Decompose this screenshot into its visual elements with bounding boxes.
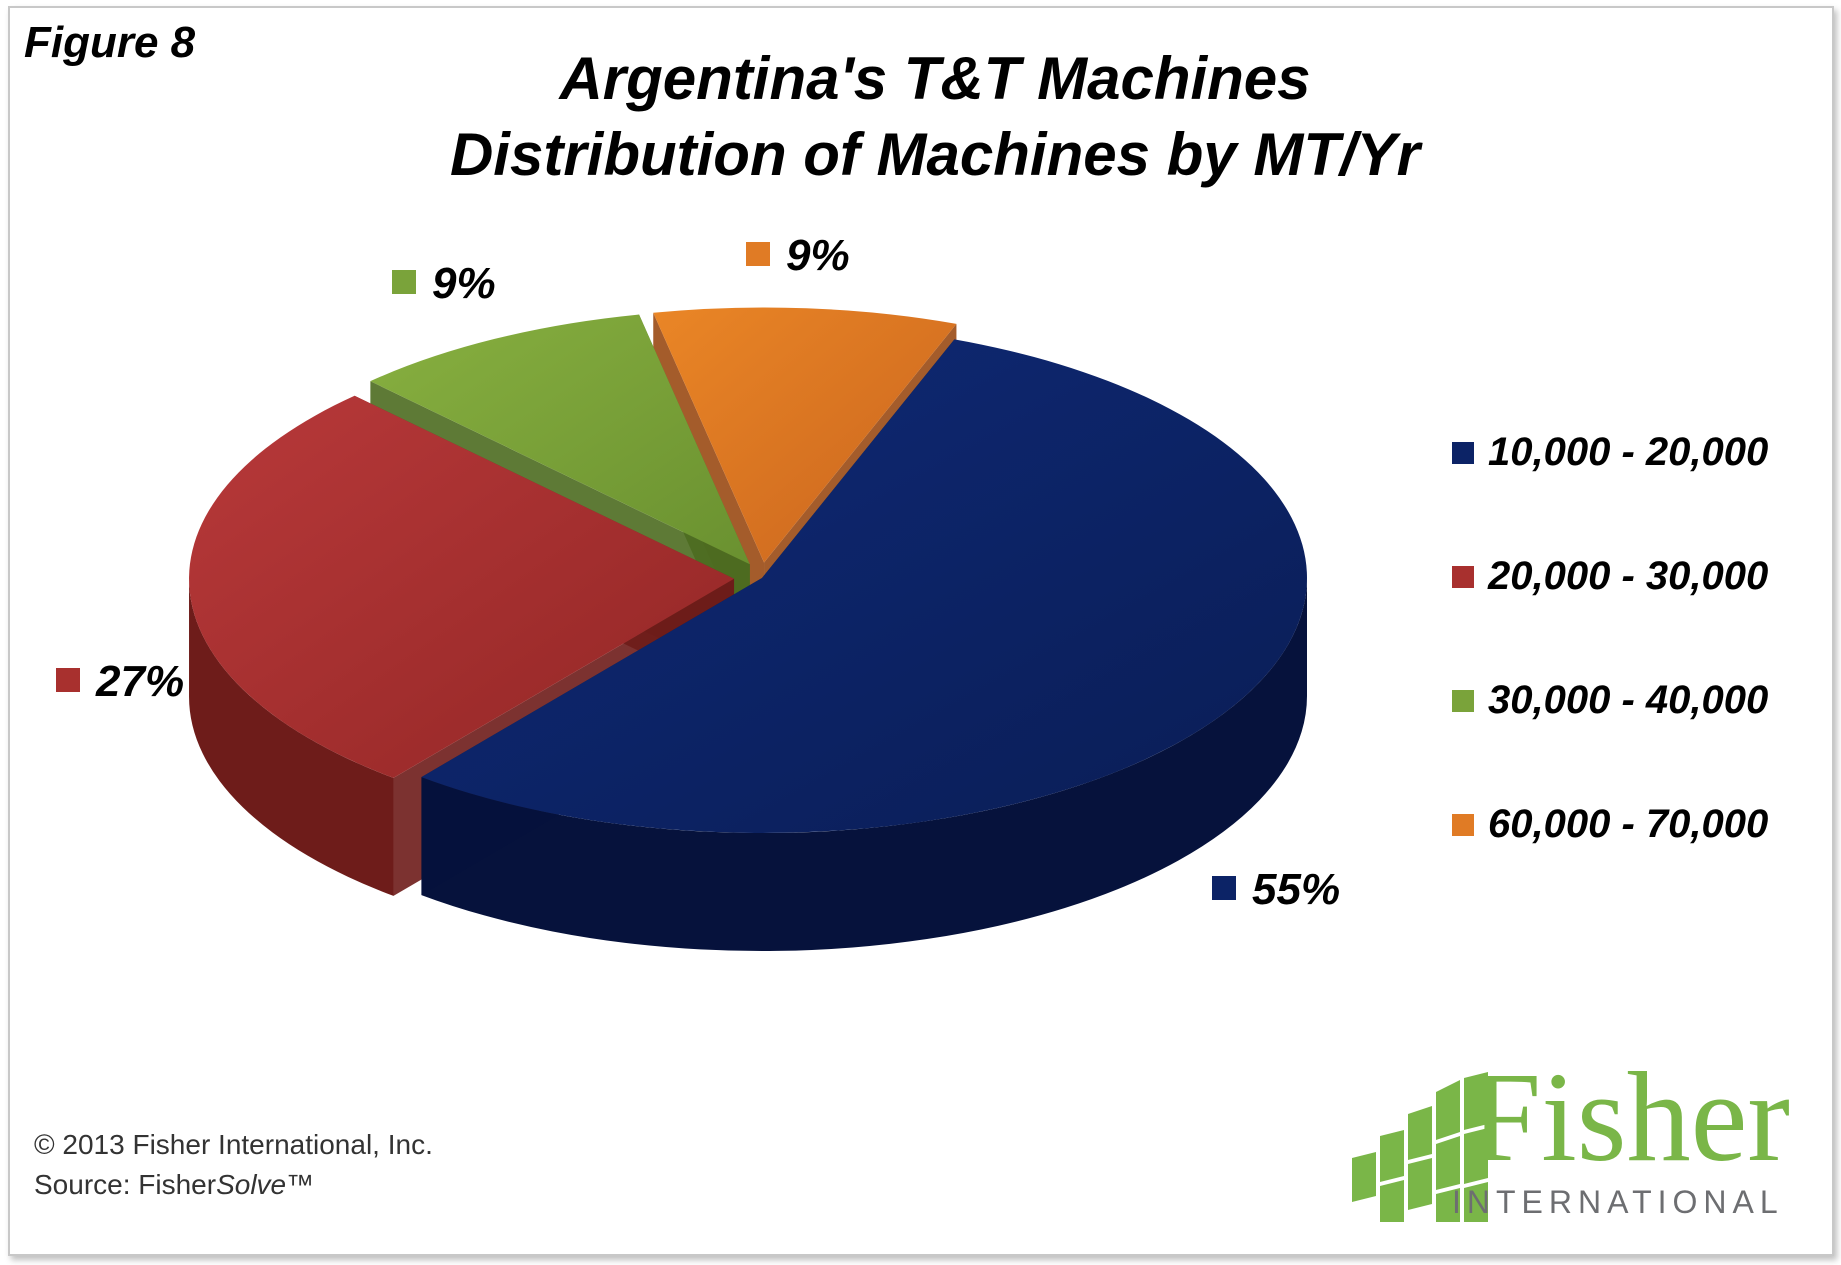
pie-slice-60-000-70-000 bbox=[653, 307, 957, 563]
legend-label: 20,000 - 30,000 bbox=[1488, 554, 1769, 598]
source-suffix: ™ bbox=[286, 1169, 315, 1200]
source-prefix: Source: Fisher bbox=[34, 1169, 217, 1200]
legend-swatch bbox=[1452, 442, 1474, 464]
legend-label: 60,000 - 70,000 bbox=[1488, 802, 1769, 846]
pie-side-0 bbox=[421, 578, 1308, 952]
chart-title-line1: Argentina's T&T Machines bbox=[559, 45, 1311, 112]
logo-subtitle: INTERNATIONAL bbox=[1452, 1184, 1784, 1220]
data-label-swatch-3 bbox=[746, 242, 770, 266]
data-label-swatch-2 bbox=[392, 270, 416, 294]
pie-slice-30-000-40-000 bbox=[370, 314, 750, 565]
pie-slice-10-000-20-000 bbox=[421, 339, 1308, 833]
data-label-0: 55% bbox=[1252, 865, 1340, 914]
copyright-text: © 2013 Fisher International, Inc. bbox=[34, 1129, 433, 1160]
data-label-swatch-1 bbox=[56, 668, 80, 692]
fisher-logo-icon bbox=[1352, 1072, 1488, 1222]
source-text: Source: FisherSolve™ bbox=[34, 1165, 314, 1205]
source-italic: Solve bbox=[216, 1169, 287, 1200]
pie-slice-20-000-30-000 bbox=[189, 395, 735, 778]
pie-side-1 bbox=[189, 578, 394, 896]
legend-swatch bbox=[1452, 814, 1474, 836]
legend-label: 30,000 - 40,000 bbox=[1488, 678, 1769, 722]
chart-title-line2: Distribution of Machines by MT/Yr bbox=[449, 121, 1421, 188]
legend-swatch bbox=[1452, 566, 1474, 588]
figure-label: Figure 8 bbox=[24, 18, 196, 67]
data-label-1: 27% bbox=[95, 657, 184, 706]
legend-label: 10,000 - 20,000 bbox=[1488, 430, 1769, 474]
data-label-swatch-0 bbox=[1212, 876, 1236, 900]
logo-wordmark: Fisher bbox=[1470, 1046, 1790, 1188]
data-label-2: 9% bbox=[432, 259, 496, 308]
data-label-3: 9% bbox=[786, 231, 850, 280]
legend-swatch bbox=[1452, 690, 1474, 712]
